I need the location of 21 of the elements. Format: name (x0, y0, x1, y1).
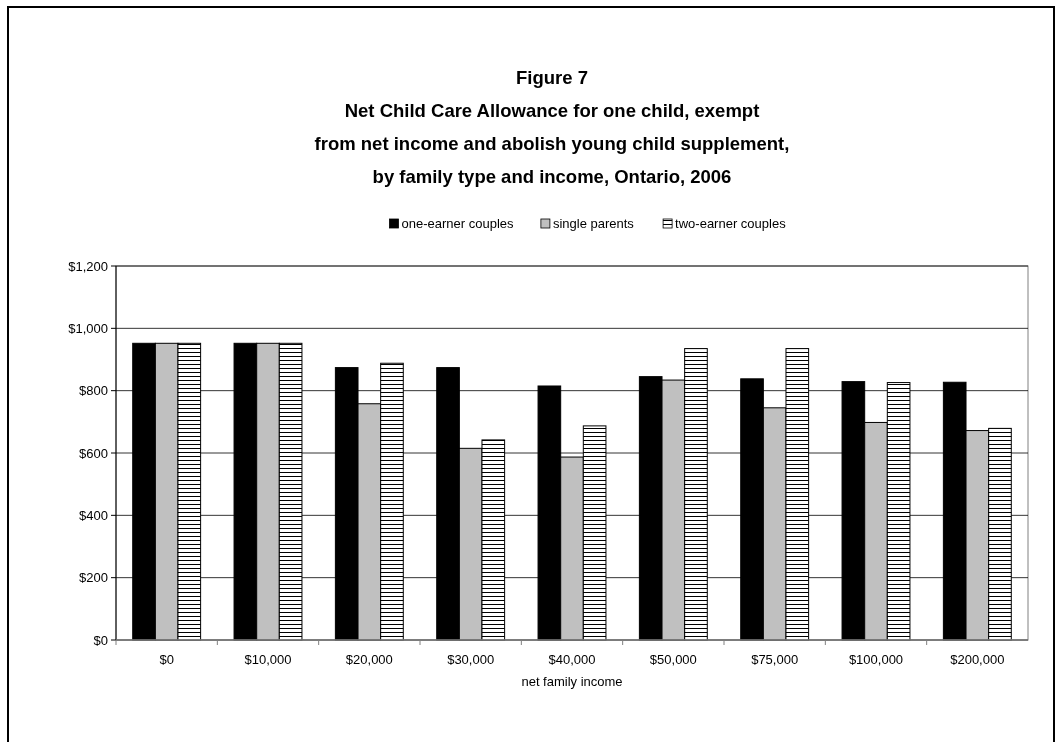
legend-label: single parents (552, 216, 635, 231)
y-tick-label: $600 (79, 445, 108, 461)
y-tick-label: $0 (93, 632, 108, 648)
legend-label: one-earner couples (401, 216, 515, 231)
y-tick-label: $1,000 (68, 320, 108, 336)
x-axis-title: net family income (521, 674, 623, 689)
x-tick-label: $50,000 (649, 652, 697, 667)
y-tick-label: $1,200 (68, 258, 108, 274)
x-tick-label: $75,000 (751, 652, 799, 667)
y-tick-label: $800 (79, 383, 108, 399)
y-tick-label: $200 (79, 570, 108, 586)
legend-label: two-earner couples (675, 216, 787, 231)
x-tick-label: $30,000 (447, 652, 495, 667)
y-tick-label: $400 (79, 507, 108, 523)
x-tick-label: $100,000 (848, 652, 904, 667)
x-tick-label: $40,000 (548, 652, 596, 667)
x-tick-label: $200,000 (950, 652, 1005, 667)
x-tick-label: $20,000 (345, 652, 393, 667)
x-tick-label: $10,000 (244, 652, 292, 667)
x-tick-label: $0 (159, 652, 174, 667)
chart-title: Figure 7 Net Child Care Allowance for one child, exempt from net income and abolish young child supplement, by family type and income, Ontario, 2006 (314, 67, 790, 187)
